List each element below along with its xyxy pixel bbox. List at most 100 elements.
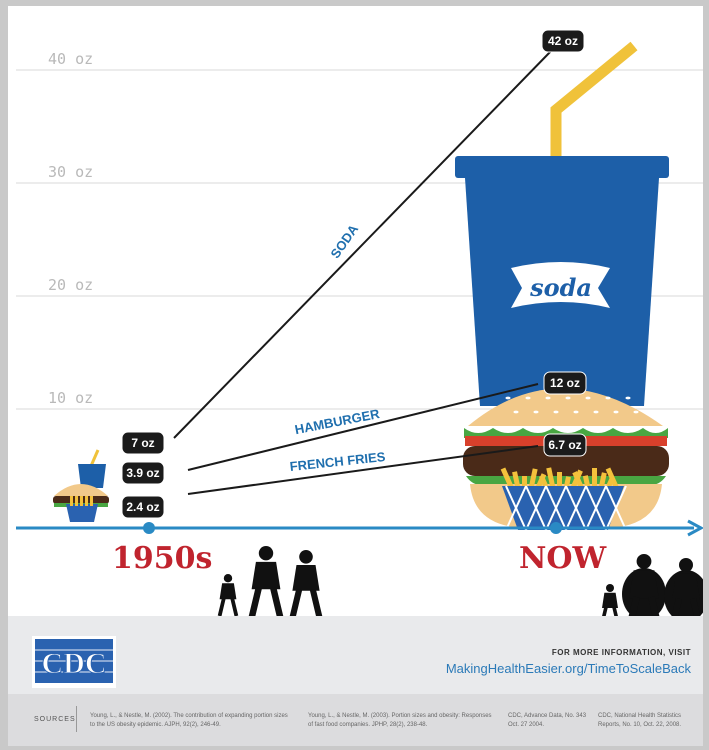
y-tick-label: 10 oz — [48, 389, 93, 407]
sesame-seed-icon — [553, 410, 559, 414]
people-layer — [217, 546, 703, 616]
value-label: 6.7 oz — [548, 438, 581, 452]
sesame-seed-icon — [505, 396, 511, 400]
basket-weave — [505, 485, 527, 531]
small-fry-icon — [80, 496, 83, 506]
basket-weave — [605, 485, 627, 531]
cup-text: soda — [529, 273, 592, 302]
sesame-seed-icon — [585, 396, 591, 400]
value-badge — [121, 495, 165, 519]
sesame-seed-icon — [625, 396, 631, 400]
sesame-seed-icon — [605, 396, 611, 400]
sesame-seed-icon — [565, 396, 571, 400]
sesame-seed-icon — [533, 410, 539, 414]
source-item: CDC, Advance Data, No. 343 Oct. 27 2004. — [508, 713, 587, 728]
axis-dot-now — [550, 522, 562, 534]
value-badge — [121, 431, 165, 455]
small-basket-icon — [66, 504, 98, 522]
person-legs-icon — [217, 597, 239, 616]
cup-lid-icon — [455, 156, 669, 178]
small-fry-icon — [90, 496, 93, 506]
source-item: CDC, National Health Statistics Reports,… — [598, 713, 682, 728]
basket-weave — [525, 485, 547, 531]
value-label: 12 oz — [550, 376, 580, 390]
person-legs-icon — [248, 587, 284, 616]
sources-divider — [76, 706, 77, 732]
small-cup-icon — [78, 464, 106, 488]
family-now-icon — [602, 554, 703, 616]
person-head-icon — [258, 546, 274, 561]
value-label: 7 oz — [131, 436, 154, 450]
sesame-seed-icon — [545, 396, 551, 400]
person-head-icon — [606, 584, 614, 592]
axis-arrow-icon — [687, 519, 703, 537]
fries-basket-icon — [502, 486, 624, 530]
lettuce-icon — [464, 428, 668, 438]
value-label: 42 oz — [548, 34, 578, 48]
sesame-seed-icon — [633, 410, 639, 414]
value-badge — [543, 433, 587, 457]
y-tick-label: 40 oz — [48, 50, 93, 68]
patty-icon — [463, 446, 669, 476]
small-fry-icon — [85, 496, 88, 506]
person-legs-icon — [289, 588, 323, 616]
series-label: SODA — [327, 221, 361, 261]
person-legs-icon — [671, 597, 701, 616]
small-fry-icon — [75, 496, 78, 506]
axis-layer: 1950s NOW — [16, 519, 703, 576]
y-tick-label: 20 oz — [48, 276, 93, 294]
family-1950s-icon — [217, 546, 323, 616]
value-label: 2.4 oz — [126, 500, 159, 514]
source-item: Young, L., & Nestle, M. (2003). Portion … — [308, 713, 492, 728]
fry-icon — [592, 468, 597, 498]
value-badge — [543, 371, 587, 395]
person-head-icon — [679, 558, 693, 572]
small-fry-icon — [70, 496, 73, 506]
sesame-seed-icon — [573, 410, 579, 414]
sources-bar: SOURCES Young, L., & Nestle, M. (2002). … — [8, 694, 703, 746]
basket-weave — [545, 485, 567, 531]
infographic-frame: 10 oz 20 oz 30 oz 40 oz soda 1950s NOW SODA 7… — [8, 6, 703, 746]
person-legs-icon — [602, 606, 618, 616]
small-straw-icon — [89, 449, 100, 467]
sesame-seed-icon — [525, 396, 531, 400]
cdc-logo-text: CDC — [42, 647, 107, 680]
person-body-icon — [602, 592, 618, 608]
axis-dot-1950s — [143, 522, 155, 534]
era-label-1950s: 1950s — [112, 541, 212, 576]
series-label: FRENCH FRIES — [289, 449, 386, 474]
burger-top-bun-icon — [468, 388, 663, 426]
era-label-now: NOW — [519, 541, 608, 576]
more-info-link[interactable]: MakingHealthEasier.org/TimeToScaleBack — [445, 661, 691, 676]
person-legs-icon — [628, 596, 660, 616]
basket-weave — [565, 485, 587, 531]
source-item: Young, L., & Nestle, M. (2002). The cont… — [90, 713, 288, 728]
more-info: FOR MORE INFORMATION, VISIT MakingHealth… — [446, 648, 691, 676]
series-line — [173, 49, 553, 439]
person-body-icon — [629, 570, 659, 599]
sources-label: SOURCES — [34, 716, 76, 723]
person-head-icon — [636, 554, 652, 569]
footer: CDC FOR MORE INFORMATION, VISIT MakingHe… — [8, 616, 703, 694]
basket-weave — [585, 485, 607, 531]
sesame-seed-icon — [613, 410, 619, 414]
portion-size-chart: 10 oz 20 oz 30 oz 40 oz soda 1950s NOW SODA 7… — [16, 29, 703, 616]
cdc-logo: CDC — [32, 636, 116, 688]
more-info-label: FOR MORE INFORMATION, VISIT — [551, 648, 691, 657]
series-line — [187, 383, 539, 471]
sesame-seed-icon — [593, 410, 599, 414]
person-head-icon — [223, 574, 233, 583]
person-body-icon — [292, 564, 320, 591]
person-body-icon — [672, 573, 700, 600]
person-head-icon — [299, 550, 313, 564]
value-badge — [541, 29, 585, 53]
y-tick-label: 30 oz — [48, 163, 93, 181]
straw-icon — [550, 41, 638, 166]
small-burger-icon — [54, 484, 108, 496]
value-label: 3.9 oz — [126, 466, 159, 480]
cup-banner-icon — [511, 262, 610, 308]
sesame-seed-icon — [513, 410, 519, 414]
series-line — [187, 445, 539, 495]
value-badge — [121, 461, 165, 485]
person-body-icon — [251, 561, 281, 590]
